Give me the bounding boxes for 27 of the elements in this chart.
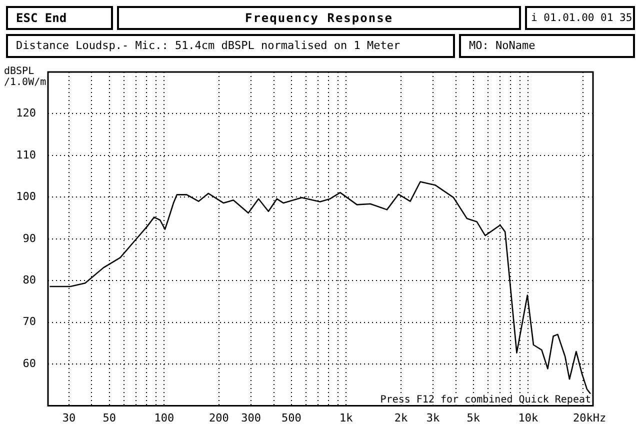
y-axis-title: dBSPL /1.0W/m [4, 66, 48, 88]
annotation: Press F12 for combined Quick Repeat [380, 394, 591, 406]
x-tick-label: 500 [281, 411, 302, 424]
y-tick-label: 80 [22, 273, 36, 286]
x-tick-label: 2k [394, 411, 408, 424]
text: ESC End [6, 6, 113, 30]
x-tick-label: 30 [62, 411, 76, 424]
x-axis-title: Hz [592, 412, 606, 425]
text: i 01.01.00 01 35 [525, 6, 635, 30]
y-tick-label: 90 [22, 232, 36, 245]
x-tick-label: 100 [154, 411, 174, 424]
text: Distance Loudsp.- Mic.: 51.4cm dBSPL normalised on 1 Meter [6, 34, 455, 58]
y-tick-label: 70 [22, 315, 36, 328]
y-tick-label: 120 [16, 106, 36, 120]
x-tick-label: 300 [241, 411, 261, 424]
x-tick-label: 10k [518, 411, 539, 424]
x-tick-label: 200 [209, 411, 229, 424]
text: MO: NoName [459, 34, 635, 58]
x-tick-label: 3k [426, 411, 440, 424]
x-tick-label: 20k [573, 411, 594, 424]
x-tick-label: 50 [102, 411, 116, 424]
y-tick-label: 110 [16, 148, 36, 162]
x-tick-label: 1k [340, 411, 354, 424]
y-tick-label: 60 [22, 356, 36, 370]
y-tick-label: 100 [16, 190, 36, 204]
x-tick-label: 5k [466, 411, 480, 424]
chart-title: Frequency Response [117, 6, 521, 30]
